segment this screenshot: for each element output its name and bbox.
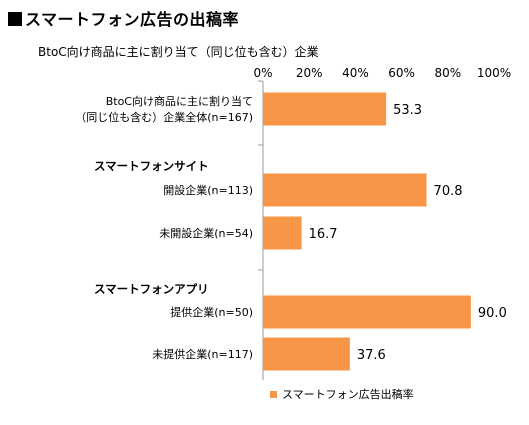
bar [263, 216, 302, 250]
data-label: 16.7 [309, 227, 338, 242]
chart-subtitle: BtoC向け商品に主に割り当て（同じ位も含む）企業 [38, 44, 319, 59]
data-label: 37.6 [357, 348, 386, 363]
group-label: スマートフォンサイト [94, 159, 209, 173]
x-tick-label: 60% [388, 66, 415, 80]
category-label: （同じ位も含む）企業全体(n=167) [75, 110, 253, 124]
chart-title: スマートフォン広告の出稿率 [8, 6, 239, 30]
legend-label: スマートフォン広告出稿率 [282, 387, 414, 401]
data-label: 70.8 [434, 184, 463, 199]
bar [263, 295, 471, 329]
chart-title-text: スマートフォン広告の出稿率 [25, 10, 240, 29]
legend-swatch [270, 391, 277, 398]
x-tick-label: 40% [342, 66, 369, 80]
x-tick-label: 20% [296, 66, 323, 80]
category-label: 未開設企業(n=54) [159, 226, 253, 240]
bar [263, 337, 350, 371]
bar [263, 173, 427, 207]
x-tick-label: 0% [253, 66, 272, 80]
bar [263, 92, 387, 126]
group-label: スマートフォンアプリ [94, 282, 209, 296]
data-label: 90.0 [478, 306, 507, 321]
category-label: BtoC向け商品に主に割り当て [106, 94, 253, 108]
category-label: 未提供企業(n=117) [152, 347, 253, 361]
title-square-icon [8, 12, 22, 26]
x-tick-label: 80% [434, 66, 461, 80]
category-label: 開設企業(n=113) [163, 183, 253, 197]
data-label: 53.3 [393, 103, 422, 118]
category-label: 提供企業(n=50) [170, 305, 253, 319]
x-tick-label: 100% [477, 66, 511, 80]
